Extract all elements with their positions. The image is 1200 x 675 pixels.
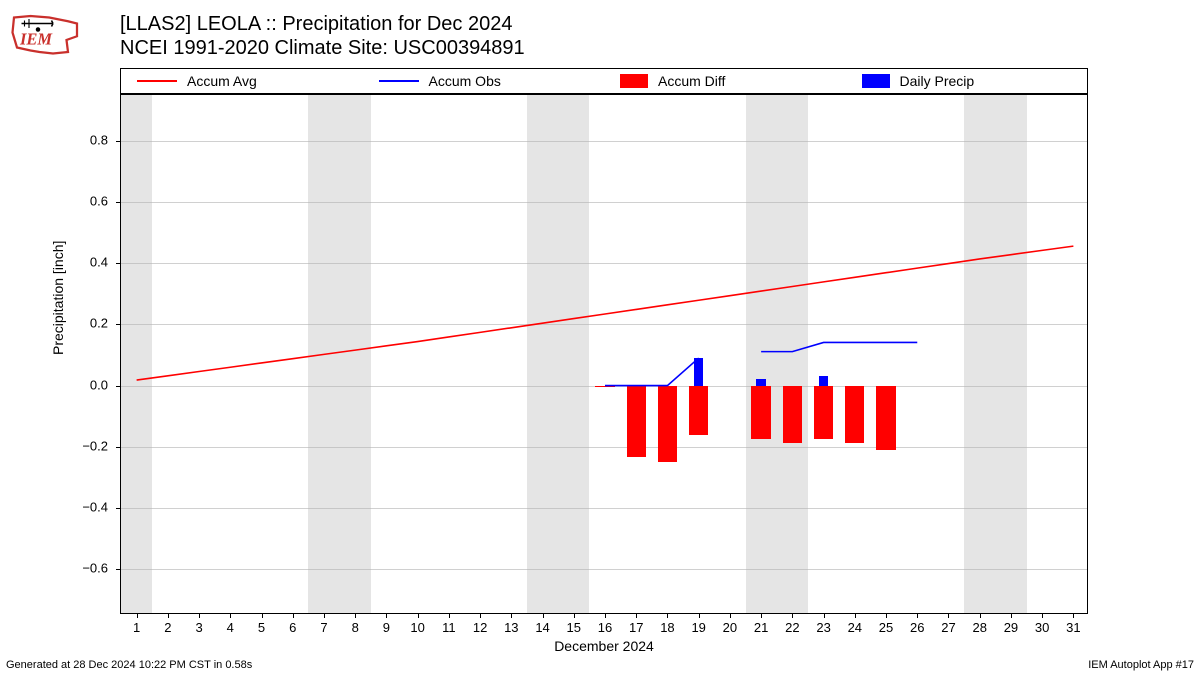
xtick-mark	[855, 613, 856, 618]
xtick-mark	[917, 613, 918, 618]
xtick-label: 18	[660, 620, 674, 635]
xtick-label: 19	[691, 620, 705, 635]
footer-app: IEM Autoplot App #17	[1088, 659, 1194, 671]
legend-item: Accum Obs	[363, 73, 605, 89]
xtick-label: 2	[164, 620, 171, 635]
xtick-mark	[480, 613, 481, 618]
ytick-label: 0.2	[68, 316, 108, 331]
xtick-label: 13	[504, 620, 518, 635]
xtick-mark	[1073, 613, 1074, 618]
xtick-label: 8	[352, 620, 359, 635]
accum-obs-line	[605, 342, 917, 385]
xtick-label: 17	[629, 620, 643, 635]
ytick-label: 0.4	[68, 255, 108, 270]
ytick-label: 0.6	[68, 194, 108, 209]
xtick-mark	[386, 613, 387, 618]
xtick-label: 26	[910, 620, 924, 635]
xtick-label: 20	[723, 620, 737, 635]
iem-logo: IEM	[8, 10, 83, 58]
line-layer	[121, 95, 1087, 613]
xtick-label: 7	[320, 620, 327, 635]
xtick-label: 30	[1035, 620, 1049, 635]
xtick-label: 31	[1066, 620, 1080, 635]
xtick-label: 16	[598, 620, 612, 635]
plot-area: 1234567891011121314151617181920212223242…	[120, 94, 1088, 614]
legend-item: Daily Precip	[846, 73, 1088, 89]
xtick-label: 24	[848, 620, 862, 635]
xtick-mark	[137, 613, 138, 618]
xtick-label: 9	[383, 620, 390, 635]
xtick-label: 21	[754, 620, 768, 635]
legend-item: Accum Diff	[604, 73, 846, 89]
legend-label: Accum Obs	[429, 73, 501, 89]
legend-label: Accum Diff	[658, 73, 725, 89]
xtick-label: 22	[785, 620, 799, 635]
xtick-mark	[605, 613, 606, 618]
xtick-label: 12	[473, 620, 487, 635]
xtick-mark	[293, 613, 294, 618]
xtick-mark	[324, 613, 325, 618]
legend: Accum Avg Accum Obs Accum Diff Daily Precip	[120, 68, 1088, 94]
ytick-label: −0.6	[68, 561, 108, 576]
xtick-label: 3	[195, 620, 202, 635]
accum-avg-line	[137, 246, 1074, 380]
xtick-mark	[636, 613, 637, 618]
xtick-mark	[1042, 613, 1043, 618]
title-line-1: [LLAS2] LEOLA :: Precipitation for Dec 2…	[120, 12, 525, 36]
xtick-mark	[1011, 613, 1012, 618]
xtick-label: 10	[410, 620, 424, 635]
xtick-mark	[699, 613, 700, 618]
ytick-label: 0.0	[68, 377, 108, 392]
xtick-mark	[449, 613, 450, 618]
legend-label: Accum Avg	[187, 73, 257, 89]
xtick-label: 6	[289, 620, 296, 635]
xtick-mark	[824, 613, 825, 618]
xtick-label: 5	[258, 620, 265, 635]
legend-swatch	[137, 80, 177, 82]
xtick-mark	[574, 613, 575, 618]
xtick-mark	[199, 613, 200, 618]
xtick-label: 4	[227, 620, 234, 635]
xtick-mark	[730, 613, 731, 618]
xtick-mark	[418, 613, 419, 618]
xtick-mark	[948, 613, 949, 618]
ytick-label: −0.2	[68, 438, 108, 453]
xtick-mark	[886, 613, 887, 618]
xtick-mark	[230, 613, 231, 618]
title-line-2: NCEI 1991-2020 Climate Site: USC00394891	[120, 36, 525, 60]
xtick-mark	[262, 613, 263, 618]
xtick-mark	[980, 613, 981, 618]
xtick-label: 25	[879, 620, 893, 635]
legend-swatch	[862, 74, 890, 88]
xtick-label: 11	[442, 620, 456, 635]
xtick-label: 28	[972, 620, 986, 635]
legend-swatch	[620, 74, 648, 88]
xtick-mark	[355, 613, 356, 618]
xtick-mark	[168, 613, 169, 618]
xtick-label: 1	[133, 620, 140, 635]
xtick-mark	[667, 613, 668, 618]
chart-title: [LLAS2] LEOLA :: Precipitation for Dec 2…	[120, 12, 525, 60]
y-axis-label: Precipitation [inch]	[50, 241, 66, 355]
legend-swatch	[379, 80, 419, 82]
xtick-mark	[792, 613, 793, 618]
xtick-mark	[543, 613, 544, 618]
xtick-label: 15	[567, 620, 581, 635]
xtick-mark	[761, 613, 762, 618]
ytick-label: −0.4	[68, 499, 108, 514]
footer-generated: Generated at 28 Dec 2024 10:22 PM CST in…	[6, 659, 252, 671]
xtick-label: 23	[816, 620, 830, 635]
ytick-label: 0.8	[68, 132, 108, 147]
xtick-label: 29	[1004, 620, 1018, 635]
x-axis-label: December 2024	[120, 638, 1088, 667]
xtick-mark	[511, 613, 512, 618]
xtick-label: 27	[941, 620, 955, 635]
svg-text:IEM: IEM	[19, 30, 53, 49]
legend-label: Daily Precip	[900, 73, 975, 89]
legend-item: Accum Avg	[121, 73, 363, 89]
xtick-label: 14	[535, 620, 549, 635]
